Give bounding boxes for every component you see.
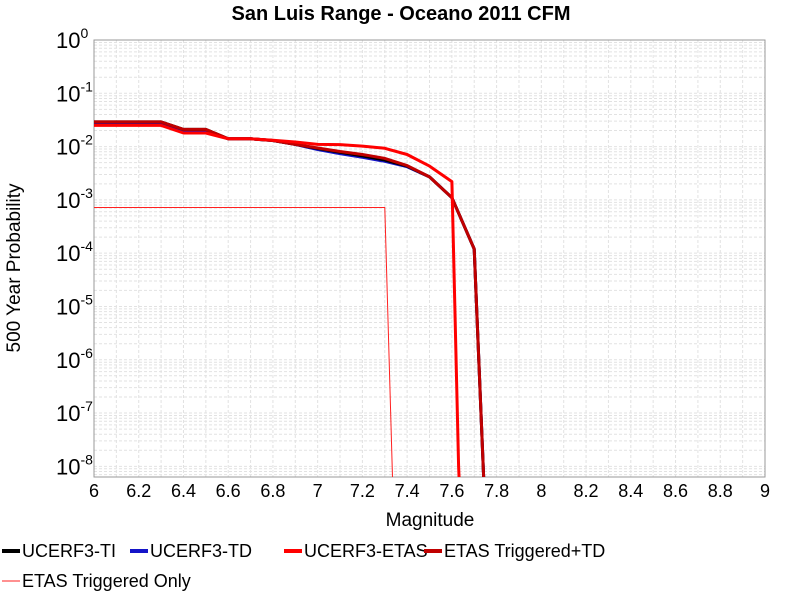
series-line-etas-triggered-only [94, 207, 393, 477]
y-tick-label: 10-4 [56, 238, 93, 266]
legend-label: ETAS Triggered Only [22, 571, 191, 591]
x-tick-label: 7.2 [350, 481, 375, 501]
plot-area [94, 120, 486, 477]
x-tick-label: 7.6 [439, 481, 464, 501]
y-tick-label: 10-3 [56, 185, 93, 213]
x-tick-label: 8.2 [574, 481, 599, 501]
legend: UCERF3-TI UCERF3-TD UCERF3-ETAS ETAS Trigge… [2, 541, 605, 591]
y-tick-label: 100 [56, 25, 88, 53]
x-tick-label: 6.4 [171, 481, 196, 501]
x-tick-label: 8 [536, 481, 546, 501]
plot-frame [93, 39, 766, 478]
y-tick-label: 10-7 [56, 398, 93, 426]
legend-label: UCERF3-ETAS [304, 541, 428, 561]
x-tick-label: 7.4 [395, 481, 420, 501]
x-tick-label: 8.6 [663, 481, 688, 501]
x-axis-label: Magnitude [386, 510, 475, 531]
x-tick-label: 6.2 [126, 481, 151, 501]
series-line-ucerf3-td [94, 121, 486, 477]
chart-title: San Luis Range - Oceano 2011 CFM [232, 3, 571, 25]
x-tick-label: 9 [760, 481, 770, 501]
x-tick-label: 8.8 [708, 481, 733, 501]
y-axis-label: 500 Year Probability [4, 183, 25, 353]
x-tick-label: 7 [313, 481, 323, 501]
y-tick-label: 10-5 [56, 291, 93, 319]
y-axis-ticks: 100 10-1 10-2 10-3 10-4 10-5 10-6 10-7 10-8 [56, 25, 93, 479]
x-axis-ticks: 6 6.2 6.4 6.6 6.8 7 7.2 7.4 7.6 7.8 8 8.2 8.4 8.6 8.8 9 [89, 481, 770, 501]
series-line-ucerf3-ti [94, 120, 486, 477]
chart-grid [93, 40, 766, 477]
y-tick-label: 10-6 [56, 345, 93, 373]
y-tick-label: 10-2 [56, 132, 93, 160]
y-tick-label: 10-8 [56, 451, 93, 479]
legend-label: ETAS Triggered+TD [444, 541, 605, 561]
x-tick-label: 6 [89, 481, 99, 501]
legend-label: UCERF3-TI [22, 541, 116, 561]
x-tick-label: 8.4 [618, 481, 643, 501]
y-tick-label: 10-1 [56, 78, 93, 106]
x-tick-label: 6.8 [260, 481, 285, 501]
x-tick-label: 6.6 [216, 481, 241, 501]
legend-label: UCERF3-TD [150, 541, 252, 561]
series-line-etas-triggered-td [94, 120, 486, 477]
x-tick-label: 7.8 [484, 481, 509, 501]
series-line-ucerf3-etas [94, 123, 461, 477]
